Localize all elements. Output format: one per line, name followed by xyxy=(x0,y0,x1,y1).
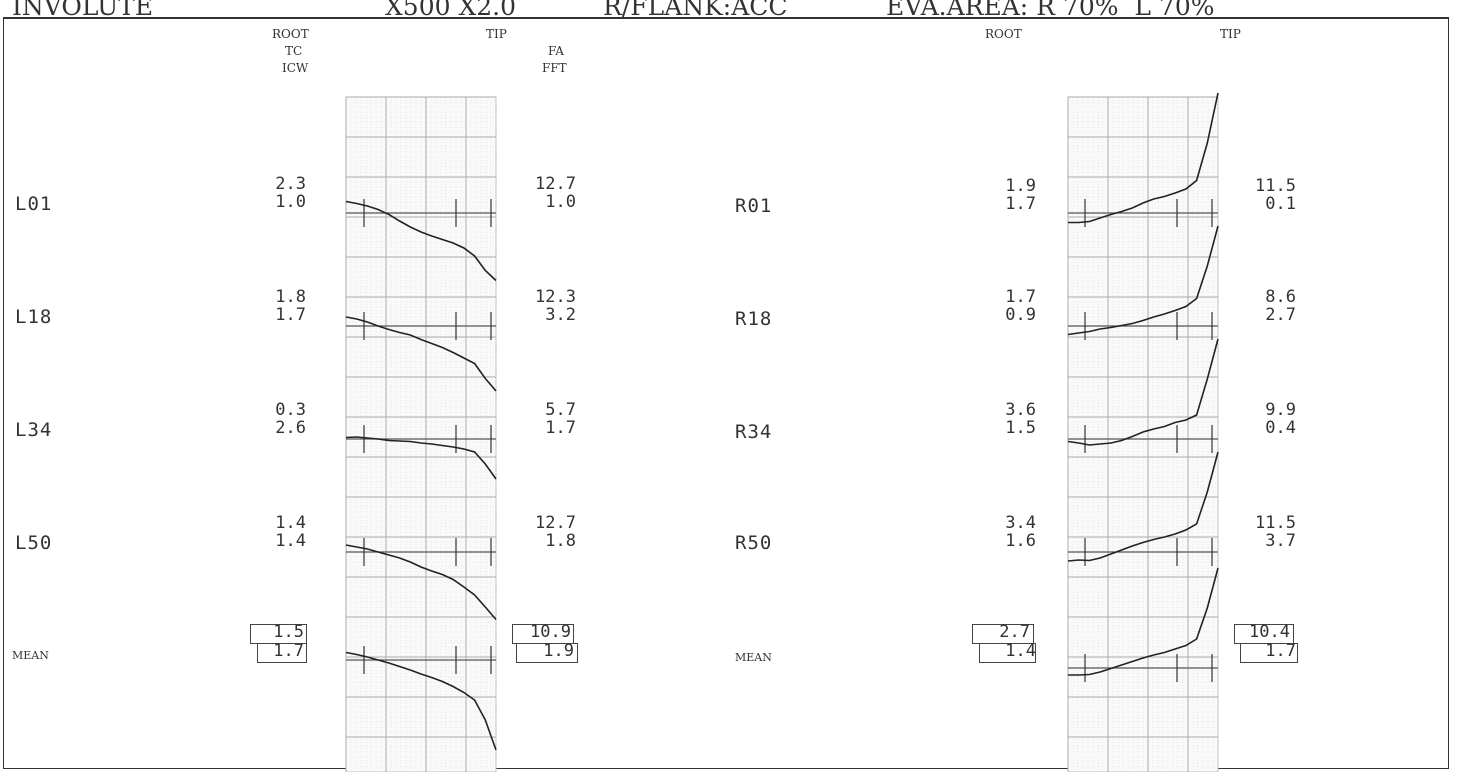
fa-value: 11.5 xyxy=(1255,513,1296,533)
fa-value: 9.9 xyxy=(1265,400,1296,420)
fft-value: 1.0 xyxy=(545,192,576,212)
tc-header: TC xyxy=(285,44,303,58)
flank-text: R/FLANK:ACC xyxy=(603,0,788,21)
right-root-label: ROOT xyxy=(985,27,1022,41)
mean-label-right: MEAN xyxy=(735,651,772,664)
mean-tc-value: 2.7 xyxy=(999,622,1030,642)
mean-fft-value: 1.7 xyxy=(1265,641,1296,661)
magnification-text: X500 X2.0 xyxy=(385,0,517,21)
fa-value: 12.3 xyxy=(535,287,576,307)
profile-trace-r01 xyxy=(1068,92,1219,224)
mode-title: INVOLUTE xyxy=(12,0,154,21)
fft-header: FFT xyxy=(542,61,567,75)
right-chart-area xyxy=(1067,92,1219,772)
header-rule xyxy=(3,17,1449,18)
mean-fft-box xyxy=(516,643,578,663)
profile-trace-r50 xyxy=(1067,451,1219,562)
left-chart-area xyxy=(345,96,497,772)
mean-fa-value: 10.4 xyxy=(1249,622,1290,642)
tc-value: 1.7 xyxy=(1005,287,1036,307)
fft-value: 3.2 xyxy=(545,305,576,325)
profile-trace-r18 xyxy=(1067,225,1219,336)
profile-trace-l18 xyxy=(345,316,497,392)
fft-value: 2.7 xyxy=(1265,305,1296,325)
tc-value: 2.3 xyxy=(275,174,306,194)
fa-value: 12.7 xyxy=(535,174,576,194)
fft-value: 1.8 xyxy=(545,531,576,551)
profile-trace-mean xyxy=(345,651,497,751)
left-tip-label: TIP xyxy=(486,27,507,41)
icw-value: 1.4 xyxy=(275,531,306,551)
icw-value: 1.7 xyxy=(275,305,306,325)
icw-value: 1.7 xyxy=(1005,194,1036,214)
row-label-l18: L18 xyxy=(15,306,53,328)
fft-value: 0.4 xyxy=(1265,418,1296,438)
mean-fft-value: 1.9 xyxy=(543,641,574,661)
icw-value: 1.6 xyxy=(1005,531,1036,551)
right-tip-label: TIP xyxy=(1220,27,1241,41)
icw-value: 0.9 xyxy=(1005,305,1036,325)
fa-value: 12.7 xyxy=(535,513,576,533)
fa-value: 5.7 xyxy=(545,400,576,420)
row-label-r34: R34 xyxy=(735,421,773,443)
tc-value: 1.9 xyxy=(1005,176,1036,196)
profile-trace-l01 xyxy=(345,200,497,282)
row-label-r50: R50 xyxy=(735,532,773,554)
fa-value: 8.6 xyxy=(1265,287,1296,307)
icw-value: 2.6 xyxy=(275,418,306,438)
profile-trace-r34 xyxy=(1067,338,1219,446)
mean-fa-value: 10.9 xyxy=(530,622,571,642)
mean-fft-box xyxy=(1240,643,1298,663)
fft-value: 1.7 xyxy=(545,418,576,438)
mean-icw-value: 1.7 xyxy=(273,641,304,661)
fa-header: FA xyxy=(548,44,564,58)
tc-value: 1.4 xyxy=(275,513,306,533)
fft-value: 0.1 xyxy=(1265,194,1296,214)
icw-value: 1.5 xyxy=(1005,418,1036,438)
mean-tc-value: 1.5 xyxy=(273,622,304,642)
profile-trace-l34 xyxy=(345,436,497,480)
left-root-label: ROOT xyxy=(272,27,309,41)
icw-value: 1.0 xyxy=(275,192,306,212)
mean-icw-box xyxy=(979,643,1036,663)
tc-value: 0.3 xyxy=(275,400,306,420)
fft-value: 3.7 xyxy=(1265,531,1296,551)
row-label-l34: L34 xyxy=(15,419,53,441)
mean-icw-box xyxy=(257,643,307,663)
eval-area-text: EVA.AREA: R 70% L 70% xyxy=(886,0,1215,21)
row-label-l50: L50 xyxy=(15,532,53,554)
profile-trace-mean xyxy=(1068,567,1219,676)
profile-trace-l50 xyxy=(345,544,497,621)
row-label-r01: R01 xyxy=(735,195,773,217)
fa-value: 11.5 xyxy=(1255,176,1296,196)
mean-icw-value: 1.4 xyxy=(1005,641,1036,661)
tc-value: 3.4 xyxy=(1005,513,1036,533)
icw-header: ICW xyxy=(282,61,309,75)
row-label-r18: R18 xyxy=(735,308,773,330)
report-frame xyxy=(3,18,1449,769)
tc-value: 1.8 xyxy=(275,287,306,307)
row-label-l01: L01 xyxy=(15,193,53,215)
tc-value: 3.6 xyxy=(1005,400,1036,420)
mean-label-left: MEAN xyxy=(12,649,49,662)
